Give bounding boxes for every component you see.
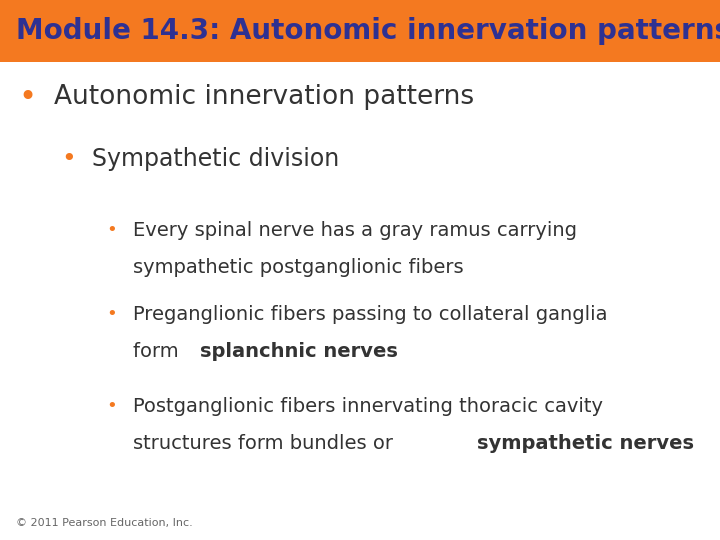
Text: Module 14.3: Autonomic innervation patterns: Module 14.3: Autonomic innervation patte…	[16, 17, 720, 45]
Text: splanchnic nerves: splanchnic nerves	[200, 342, 398, 361]
Text: Sympathetic division: Sympathetic division	[92, 147, 339, 171]
Text: •: •	[18, 83, 37, 112]
Text: sympathetic nerves: sympathetic nerves	[477, 434, 694, 453]
Text: Preganglionic fibers passing to collateral ganglia: Preganglionic fibers passing to collater…	[133, 305, 608, 324]
Text: Postganglionic fibers innervating thoracic cavity: Postganglionic fibers innervating thorac…	[133, 397, 603, 416]
Text: •: •	[107, 397, 117, 415]
Text: •: •	[107, 221, 117, 239]
Text: •: •	[107, 305, 117, 323]
Text: •: •	[61, 147, 76, 171]
Text: form: form	[133, 342, 185, 361]
Bar	[0, 0, 720, 62]
Text: Autonomic innervation patterns: Autonomic innervation patterns	[54, 84, 474, 110]
Text: © 2011 Pearson Education, Inc.: © 2011 Pearson Education, Inc.	[16, 518, 192, 528]
Text: Every spinal nerve has a gray ramus carrying: Every spinal nerve has a gray ramus carr…	[133, 221, 577, 240]
Text: structures form bundles or: structures form bundles or	[133, 434, 400, 453]
Text: sympathetic postganglionic fibers: sympathetic postganglionic fibers	[133, 258, 464, 277]
